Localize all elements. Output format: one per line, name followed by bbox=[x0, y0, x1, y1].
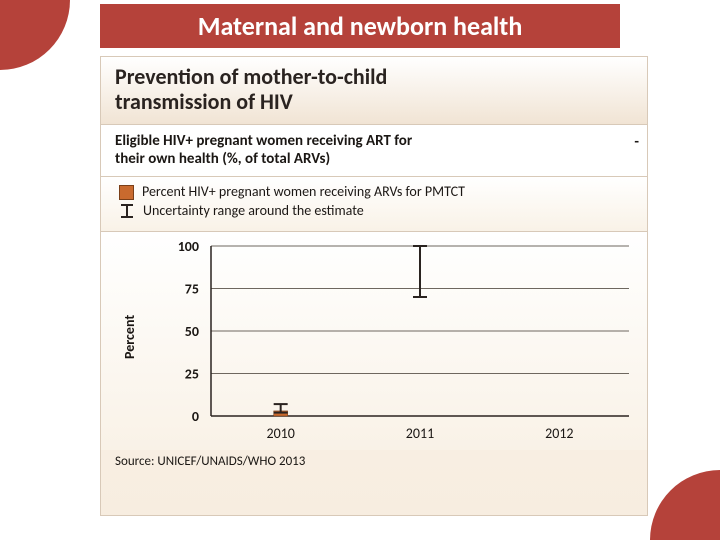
figure-subhead-line1: Eligible HIV+ pregnant women receiving A… bbox=[115, 133, 633, 150]
figure-subhead-value: - bbox=[634, 133, 639, 151]
source-text: Source: UNICEF/UNAIDS/WHO 2013 bbox=[101, 450, 647, 475]
corner-accent-bottom-right bbox=[650, 470, 720, 540]
svg-text:100: 100 bbox=[178, 238, 199, 255]
figure-title-line2: transmission of HIV bbox=[115, 90, 633, 115]
error-bar-icon bbox=[119, 204, 135, 218]
svg-text:0: 0 bbox=[192, 408, 199, 425]
svg-text:75: 75 bbox=[185, 280, 199, 297]
legend-item-bar-label: Percent HIV+ pregnant women receiving AR… bbox=[142, 183, 465, 202]
legend-item-bar: Percent HIV+ pregnant women receiving AR… bbox=[119, 183, 633, 202]
page-title-bar: Maternal and newborn health bbox=[100, 4, 620, 48]
svg-text:50: 50 bbox=[185, 323, 199, 340]
legend-item-errorbar: Uncertainty range around the estimate bbox=[119, 202, 633, 221]
corner-accent-top-left bbox=[0, 0, 70, 70]
page-title: Maternal and newborn health bbox=[198, 10, 523, 42]
chart-svg: 0 25 50 75 100 2010 2011 2012 bbox=[101, 232, 649, 450]
svg-text:25: 25 bbox=[185, 365, 199, 382]
figure-subhead-line2: their own health (%, of total ARVs) bbox=[115, 151, 633, 168]
figure-title-block: Prevention of mother-to-child transmissi… bbox=[101, 57, 647, 125]
svg-text:2011: 2011 bbox=[406, 425, 434, 442]
figure-title-line1: Prevention of mother-to-child bbox=[115, 65, 633, 90]
legend-block: Percent HIV+ pregnant women receiving AR… bbox=[101, 177, 647, 232]
legend-swatch-icon bbox=[119, 185, 134, 200]
legend-item-errorbar-label: Uncertainty range around the estimate bbox=[143, 202, 364, 221]
figure-subhead-block: Eligible HIV+ pregnant women receiving A… bbox=[101, 125, 647, 177]
figure-panel: Prevention of mother-to-child transmissi… bbox=[100, 56, 648, 516]
svg-text:2012: 2012 bbox=[545, 425, 573, 442]
chart-area: Percent 0255075100201020112012 bbox=[101, 232, 647, 450]
svg-text:2010: 2010 bbox=[266, 425, 294, 442]
